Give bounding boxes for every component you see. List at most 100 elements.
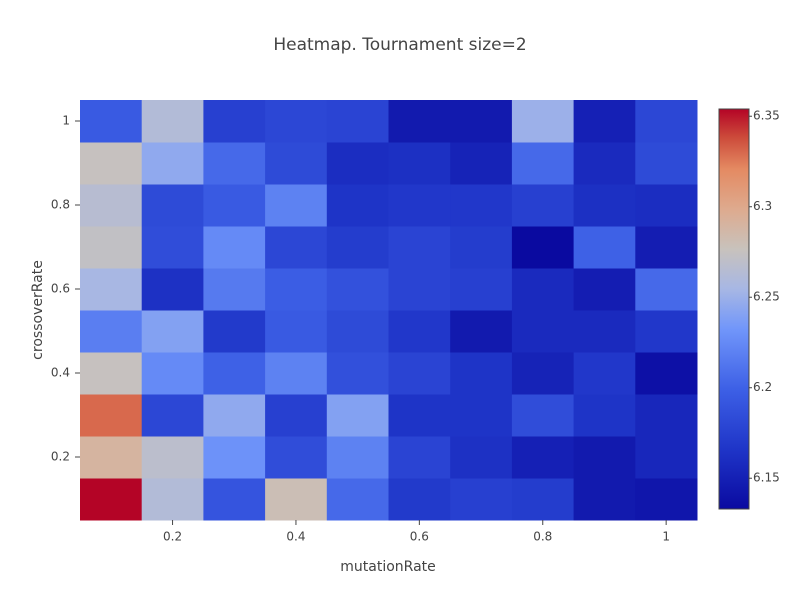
heat-cell (203, 268, 266, 311)
heat-cell (635, 268, 698, 311)
x-tick-label: 1 (662, 530, 670, 544)
heat-cell (80, 184, 143, 227)
chart-title: Heatmap. Tournament size=2 (273, 35, 526, 55)
heat-cell (141, 394, 204, 437)
heat-cell (450, 226, 513, 269)
colorbar-tick-label: 6.25 (753, 290, 780, 304)
y-tick-label: 1 (62, 114, 70, 128)
heat-cell (141, 352, 204, 395)
heat-cell (80, 478, 143, 521)
heat-cell (203, 352, 266, 395)
heat-cell (80, 100, 143, 143)
heat-cell (141, 478, 204, 521)
heat-cell (265, 436, 328, 479)
heat-cell (326, 352, 389, 395)
heat-cell (265, 100, 328, 143)
heat-cell (450, 394, 513, 437)
heat-cell (141, 142, 204, 185)
heat-cell (388, 268, 451, 311)
x-tick-label: 0.6 (410, 530, 429, 544)
heat-cell (450, 436, 513, 479)
heat-cell (511, 310, 575, 353)
heat-cell (635, 352, 698, 395)
heat-cell (141, 226, 204, 269)
heat-cell (573, 142, 636, 185)
heat-cell (326, 184, 389, 227)
heat-cell (450, 478, 513, 521)
heat-cell (635, 142, 698, 185)
heat-cell (326, 310, 389, 353)
heat-cell (265, 478, 328, 521)
heat-cell (80, 394, 143, 437)
heat-cell (511, 478, 575, 521)
heat-cell (388, 226, 451, 269)
heat-cell (80, 226, 143, 269)
heat-cell (203, 142, 266, 185)
heat-cell (573, 310, 636, 353)
heat-cell (573, 436, 636, 479)
heat-cell (450, 184, 513, 227)
heat-cell (265, 184, 328, 227)
heat-cell (635, 394, 698, 437)
heat-cell (326, 268, 389, 311)
heat-cell (635, 478, 698, 521)
heat-cell (326, 100, 389, 143)
x-tick-label: 0.8 (533, 530, 552, 544)
heat-cell (573, 184, 636, 227)
heat-cell (203, 394, 266, 437)
heat-cell (511, 184, 575, 227)
x-tick-label: 0.4 (286, 530, 305, 544)
heat-cell (450, 310, 513, 353)
heat-cell (326, 226, 389, 269)
heat-cell (80, 142, 143, 185)
heat-cell (265, 394, 328, 437)
heat-cell (388, 310, 451, 353)
y-tick-label: 0.6 (51, 282, 70, 296)
heat-cell (141, 100, 204, 143)
heat-cell (511, 436, 575, 479)
heat-cell (511, 394, 575, 437)
heat-cell (80, 310, 143, 353)
heat-cell (511, 226, 575, 269)
heat-cell (388, 184, 451, 227)
y-axis-title: crossoverRate (30, 260, 46, 360)
heat-cell (80, 352, 143, 395)
heat-cell (141, 184, 204, 227)
heat-cell (388, 100, 451, 143)
heat-cell (265, 226, 328, 269)
heat-cell (388, 142, 451, 185)
heat-cell (326, 478, 389, 521)
heat-cell (141, 310, 204, 353)
x-tick-label: 0.2 (163, 530, 182, 544)
y-tick-label: 0.8 (51, 198, 70, 212)
heat-cell (203, 100, 266, 143)
y-tick-label: 0.4 (51, 366, 70, 380)
heat-cell (573, 352, 636, 395)
heat-cell (511, 100, 575, 143)
heat-cell (326, 142, 389, 185)
colorbar-tick-label: 6.35 (753, 109, 780, 123)
heat-cell (388, 352, 451, 395)
colorbar-tick-label: 6.15 (753, 471, 780, 485)
heat-cell (141, 268, 204, 311)
heat-cell (450, 268, 513, 311)
heat-cell (265, 310, 328, 353)
heat-cell (388, 436, 451, 479)
heat-cell (573, 226, 636, 269)
heat-cell (326, 436, 389, 479)
heat-cell (265, 268, 328, 311)
heat-cell (635, 436, 698, 479)
colorbar (718, 108, 750, 510)
heat-cell (635, 184, 698, 227)
heat-cell (203, 436, 266, 479)
colorbar-tick-label: 6.2 (753, 380, 772, 394)
x-axis-title: mutationRate (340, 559, 436, 575)
heat-cell (573, 268, 636, 311)
heat-cell (635, 100, 698, 143)
y-tick-label: 0.2 (51, 450, 70, 464)
heat-cell (80, 268, 143, 311)
heat-cell (573, 478, 636, 521)
heat-cell (511, 142, 575, 185)
heat-cell (450, 100, 513, 143)
